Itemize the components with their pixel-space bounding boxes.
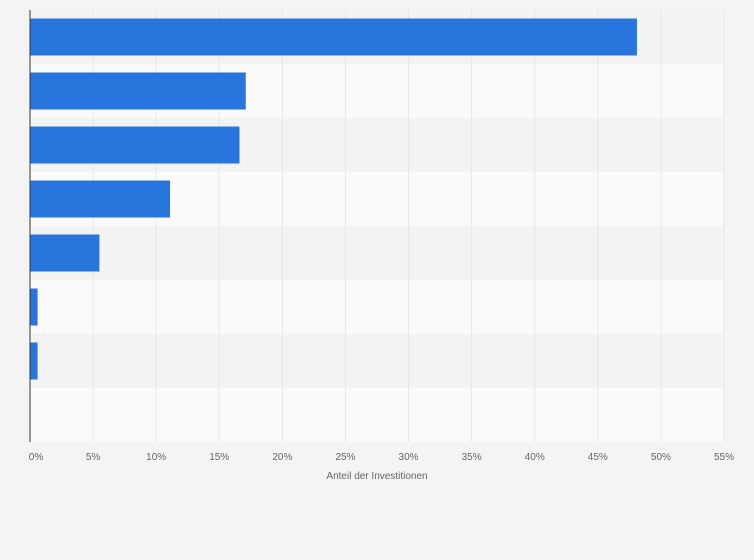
x-tick-label: 30% bbox=[399, 452, 419, 463]
bars bbox=[30, 18, 637, 380]
x-tick-label: 5% bbox=[86, 452, 101, 463]
row-band bbox=[30, 334, 724, 388]
bar[interactable] bbox=[30, 342, 38, 380]
x-tick-label: 15% bbox=[209, 452, 229, 463]
x-axis-title: Anteil der Investitionen bbox=[326, 471, 427, 482]
row-band bbox=[30, 388, 724, 442]
bar[interactable] bbox=[30, 18, 637, 56]
x-tick-label: 25% bbox=[335, 452, 355, 463]
x-tick-label: 40% bbox=[525, 452, 545, 463]
x-axis-ticks: 0% 5% 10% 15% 20% 25% 30% 35% 40% 45% 50% 55% bbox=[29, 452, 734, 463]
x-tick-label: 45% bbox=[588, 452, 608, 463]
bar[interactable] bbox=[30, 234, 100, 272]
x-tick-label: 10% bbox=[146, 452, 166, 463]
bar[interactable] bbox=[30, 72, 246, 110]
x-tick-label: 35% bbox=[462, 452, 482, 463]
bar[interactable] bbox=[30, 180, 171, 218]
bar[interactable] bbox=[30, 288, 38, 326]
row-band bbox=[30, 226, 724, 280]
bar[interactable] bbox=[30, 126, 240, 164]
x-tick-label: 0% bbox=[29, 452, 44, 463]
row-band bbox=[30, 280, 724, 334]
row-bands bbox=[30, 10, 724, 442]
x-tick-label: 20% bbox=[272, 452, 292, 463]
x-tick-label: 50% bbox=[651, 452, 671, 463]
x-tick-label: 55% bbox=[714, 452, 734, 463]
